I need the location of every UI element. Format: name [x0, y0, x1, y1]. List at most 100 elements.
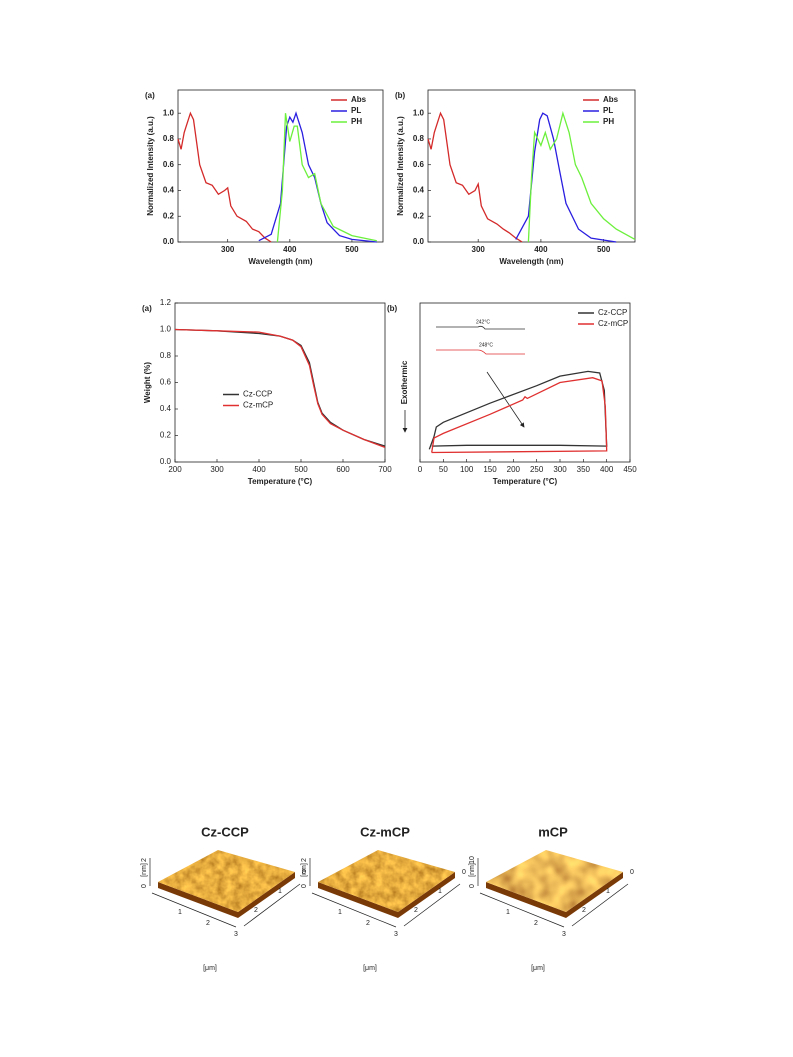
x-tick-label: 400	[600, 465, 614, 474]
inset-trace	[436, 349, 525, 355]
y-tick-label: 0	[302, 869, 306, 876]
arrow	[486, 371, 525, 428]
axis	[403, 883, 461, 927]
y-tick-label: 0.2	[163, 211, 175, 220]
y-tick-label: 1.0	[160, 325, 172, 334]
axis	[479, 892, 565, 928]
chart: 200 300 400 500 600 700 0.0 0.2 0.4 0.6 0.8 1.0 1.2 T…	[142, 298, 392, 486]
y-tick-label: 0	[630, 869, 634, 876]
afm-surface	[158, 850, 295, 912]
panel-label: (a)	[145, 91, 155, 100]
axis	[311, 892, 397, 928]
y-tick-label: 0.6	[413, 160, 425, 169]
legend-label: Cz-CCP	[598, 308, 627, 317]
x-tick-label: 1	[338, 909, 342, 916]
y-tick-label: 1	[438, 888, 442, 895]
y-tick-label: 2	[414, 907, 418, 914]
x-axis-label: Temperature (°C)	[248, 477, 313, 486]
y-tick-label: 0.0	[163, 237, 175, 246]
x-axis-label: Wavelength (nm)	[248, 257, 312, 266]
y-tick-label: 1.2	[160, 298, 172, 307]
y-tick-label: 0.6	[163, 160, 175, 169]
annotation: 242°C	[476, 319, 490, 325]
y-tick-label: 1.0	[163, 108, 175, 117]
y-tick-label: 0.2	[413, 211, 425, 220]
legend-label: PH	[351, 117, 362, 126]
y-tick-label: 0.8	[163, 134, 175, 143]
x-tick-label: 300	[221, 245, 235, 254]
afm-surface	[318, 850, 455, 912]
panel-label: (b)	[387, 304, 398, 313]
x-tick-label: 200	[168, 465, 182, 474]
x-tick-label: 1	[506, 909, 510, 916]
plot-frame	[177, 89, 384, 243]
x-tick-label: 0	[418, 465, 423, 474]
x-tick-label: 600	[336, 465, 350, 474]
annotation: 248°C	[479, 342, 493, 348]
afm-title: Cz-CCP	[201, 824, 249, 839]
afm-surface-side	[158, 872, 295, 918]
y-axis-label: Weight (%)	[143, 362, 152, 404]
x-tick-label: 700	[378, 465, 392, 474]
y-tick-label: 2	[254, 907, 258, 914]
y-tick-label: 1	[606, 888, 610, 895]
y-tick-label: 0.4	[163, 186, 175, 195]
z-tick-label: 2	[141, 858, 148, 862]
x-tick-label: 1	[178, 909, 182, 916]
panel-label: (b)	[395, 91, 406, 100]
y-tick-label: 1	[278, 888, 282, 895]
series-line	[427, 111, 523, 243]
x-axis-label: Wavelength (nm)	[499, 257, 563, 266]
y-tick-label: 0.0	[413, 237, 425, 246]
series-line	[276, 113, 377, 243]
afm-title: mCP	[538, 824, 568, 839]
x-tick-label: 300	[472, 245, 486, 254]
legend-label: Cz-CCP	[243, 390, 272, 399]
z-unit: [nm]	[141, 863, 148, 877]
legend-label: Abs	[351, 95, 367, 104]
x-tick-label: 3	[394, 931, 398, 938]
z-tick-label: 0	[301, 884, 308, 888]
y-tick-label: 1.0	[413, 108, 425, 117]
afm-surface-side	[318, 872, 455, 918]
x-tick-label: 50	[439, 465, 448, 474]
x-tick-label: 3	[562, 931, 566, 938]
z-unit: [nm]	[469, 863, 476, 877]
afm-panel: mCP 0 10[nm] 1 2 3 [μm] 0 1 2	[469, 824, 634, 971]
x-tick-label: 150	[483, 465, 497, 474]
x-tick-label: 250	[530, 465, 544, 474]
x-unit: [μm]	[531, 965, 545, 972]
x-tick-label: 100	[460, 465, 474, 474]
axis	[571, 883, 629, 927]
y-axis-label: Exothermic	[400, 360, 409, 404]
series-line	[177, 111, 272, 243]
plot-frame	[427, 89, 636, 243]
y-tick-label: 0.8	[160, 351, 172, 360]
legend-label: PH	[603, 117, 614, 126]
chart: 0 50 100 150 200 250 300 350 400 450 Temperature (…	[387, 302, 637, 486]
x-tick-label: 2	[366, 920, 370, 927]
series-line	[174, 328, 386, 449]
axis	[151, 892, 237, 928]
x-tick-label: 400	[534, 245, 548, 254]
x-tick-label: 500	[597, 245, 611, 254]
x-tick-label: 200	[507, 465, 521, 474]
y-tick-label: 0.6	[160, 378, 172, 387]
y-tick-label: 0.2	[160, 431, 172, 440]
series-line	[428, 370, 608, 450]
y-tick-label: 0.4	[413, 186, 425, 195]
x-tick-label: 500	[345, 245, 359, 254]
x-tick-label: 350	[577, 465, 591, 474]
y-tick-label: 0.4	[160, 404, 172, 413]
afm-surface	[486, 850, 623, 912]
legend-label: PL	[351, 106, 361, 115]
x-tick-label: 400	[283, 245, 297, 254]
series-line	[174, 328, 386, 447]
dsc-inset	[402, 325, 525, 433]
x-tick-label: 300	[210, 465, 224, 474]
y-tick-label: 0	[462, 869, 466, 876]
y-tick-label: 2	[582, 907, 586, 914]
afm-surface-side	[486, 872, 623, 918]
